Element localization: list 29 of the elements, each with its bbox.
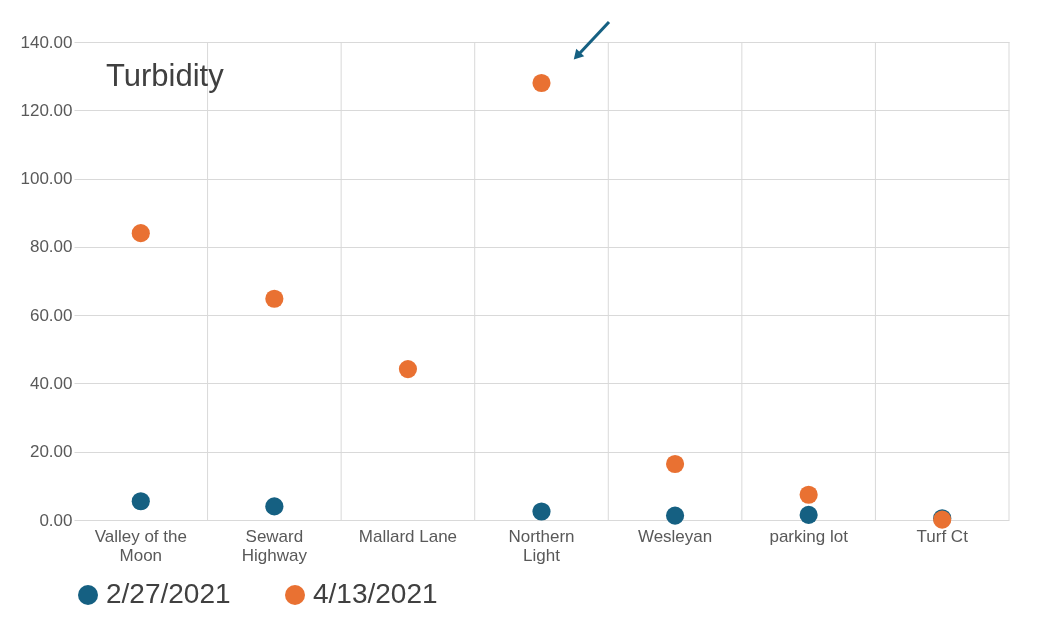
y-tick-label: 120.00	[20, 100, 73, 120]
x-tick-label: Mallard Lane	[358, 526, 458, 546]
y-tick-label: 100.00	[20, 169, 73, 189]
x-tick-label: Seward Highway	[241, 526, 308, 565]
legend-label: 2/27/2021	[106, 578, 231, 609]
point	[265, 289, 284, 308]
y-tick-label: 140.00	[20, 32, 73, 52]
y-tick-label: 40.00	[29, 373, 73, 393]
point	[398, 360, 418, 379]
point	[799, 505, 818, 524]
y-tick-label: 20.00	[29, 442, 73, 462]
point	[131, 224, 150, 243]
x-tick-label: Northern Light	[508, 526, 575, 565]
y-tick-label: 80.00	[29, 237, 73, 257]
point	[265, 497, 284, 516]
y-tick-label: 60.00	[29, 305, 73, 325]
x-tick-label: parking lot	[769, 526, 849, 546]
point	[799, 485, 818, 504]
text: Turbidity	[106, 58, 225, 93]
point	[665, 506, 685, 525]
y-tick-label: 0.00	[39, 510, 73, 530]
legend-label: 4/13/2021	[313, 578, 438, 609]
point	[532, 73, 551, 93]
x-tick-label: Turf Ct	[916, 526, 969, 546]
point	[532, 502, 551, 521]
x-tick-label: Wesleyan	[637, 526, 713, 546]
point	[665, 454, 685, 474]
point	[131, 492, 150, 511]
x-tick-label: Valley of the Moon	[94, 526, 187, 565]
